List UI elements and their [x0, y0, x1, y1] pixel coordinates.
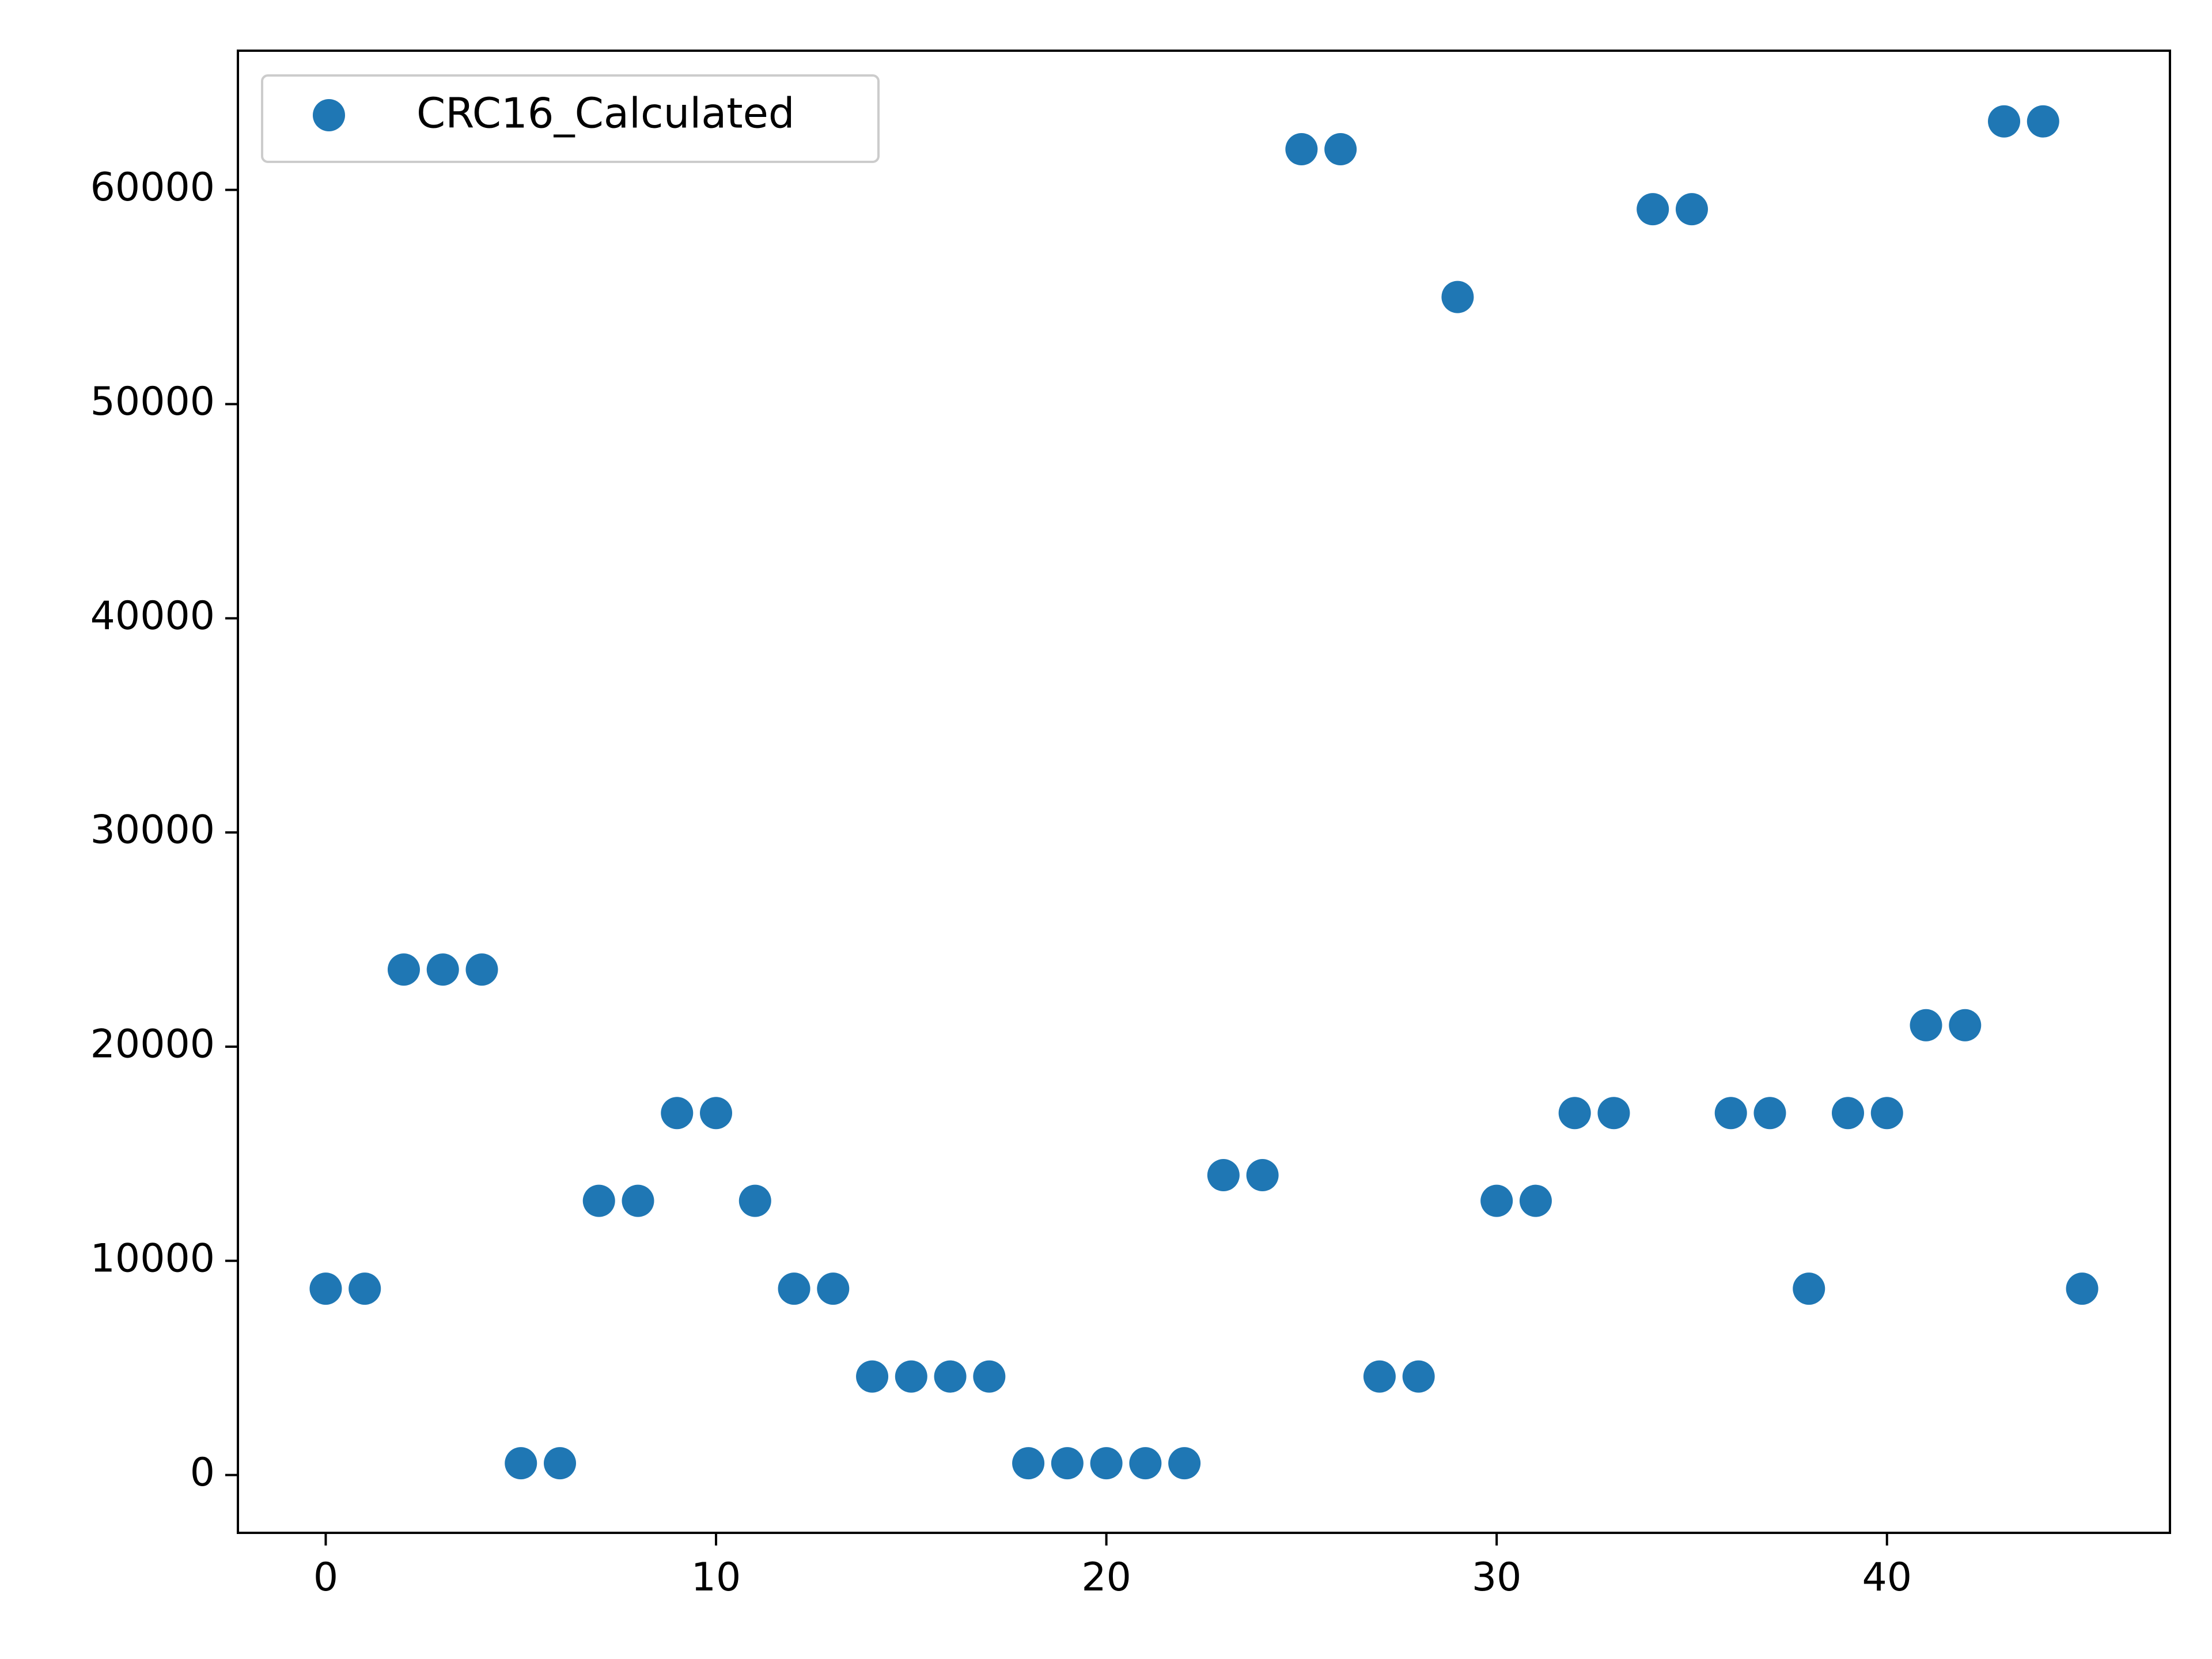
data-point — [1012, 1447, 1045, 1480]
data-point — [1793, 1272, 1825, 1305]
data-point — [544, 1447, 576, 1480]
data-point — [895, 1360, 927, 1393]
y-tick-label: 0 — [190, 1450, 215, 1495]
axis-ticks: 0 10 20 30 40 0 10000 20000 30000 40000 50000 60000 — [90, 165, 1912, 1600]
data-point — [778, 1272, 810, 1305]
legend-box — [261, 74, 880, 163]
data-point — [465, 953, 498, 986]
data-point — [1910, 1009, 1942, 1041]
x-tick-label: 10 — [691, 1555, 741, 1600]
data-point — [349, 1272, 381, 1305]
data-point — [426, 953, 459, 986]
data-point — [505, 1447, 537, 1480]
x-tick-label: 20 — [1081, 1555, 1131, 1600]
data-point — [387, 953, 420, 986]
data-point — [1949, 1009, 1982, 1041]
y-tick-label: 40000 — [90, 593, 215, 639]
y-tick-label: 30000 — [90, 808, 215, 853]
data-point — [817, 1272, 850, 1305]
x-tick-label: 30 — [1472, 1555, 1522, 1600]
legend-label: CRC16_Calculated — [416, 89, 795, 138]
data-point — [1441, 281, 1474, 313]
data-point — [856, 1360, 889, 1393]
data-point — [1051, 1447, 1084, 1480]
data-point — [1988, 105, 2021, 138]
data-point — [1597, 1097, 1630, 1130]
data-point — [934, 1360, 967, 1393]
data-point — [1129, 1447, 1162, 1480]
data-point — [1363, 1360, 1396, 1393]
data-point — [1324, 133, 1357, 166]
data-point — [1090, 1447, 1123, 1480]
data-point — [1870, 1097, 1903, 1130]
x-tick-label: 40 — [1862, 1555, 1912, 1600]
data-point — [1675, 193, 1708, 226]
data-point — [1637, 193, 1669, 226]
x-tick-label: 0 — [313, 1555, 338, 1600]
data-point — [1402, 1360, 1435, 1393]
y-tick-label: 10000 — [90, 1236, 215, 1281]
data-points — [309, 105, 2099, 1480]
data-point — [2027, 105, 2059, 138]
data-point — [1285, 133, 1318, 166]
data-point — [738, 1184, 771, 1217]
data-point — [1558, 1097, 1591, 1130]
data-point — [1714, 1097, 1747, 1130]
data-point — [1246, 1159, 1279, 1192]
legend: CRC16_Calculated — [261, 74, 880, 163]
data-point — [1480, 1184, 1513, 1217]
data-point — [622, 1184, 654, 1217]
data-point — [1832, 1097, 1864, 1130]
data-point — [1168, 1447, 1201, 1480]
data-point — [582, 1184, 615, 1217]
y-tick-label: 20000 — [90, 1022, 215, 1067]
data-point — [661, 1097, 694, 1130]
data-point — [1753, 1097, 1786, 1130]
data-point — [1207, 1159, 1240, 1192]
data-point — [309, 1272, 342, 1305]
data-point — [1519, 1184, 1552, 1217]
legend-marker — [313, 99, 345, 131]
data-point — [2066, 1272, 2099, 1305]
y-tick-label: 50000 — [90, 379, 215, 425]
plot-area-frame — [237, 50, 2171, 1534]
data-point — [973, 1360, 1006, 1393]
y-tick-label: 60000 — [90, 165, 215, 210]
data-point — [700, 1097, 733, 1130]
